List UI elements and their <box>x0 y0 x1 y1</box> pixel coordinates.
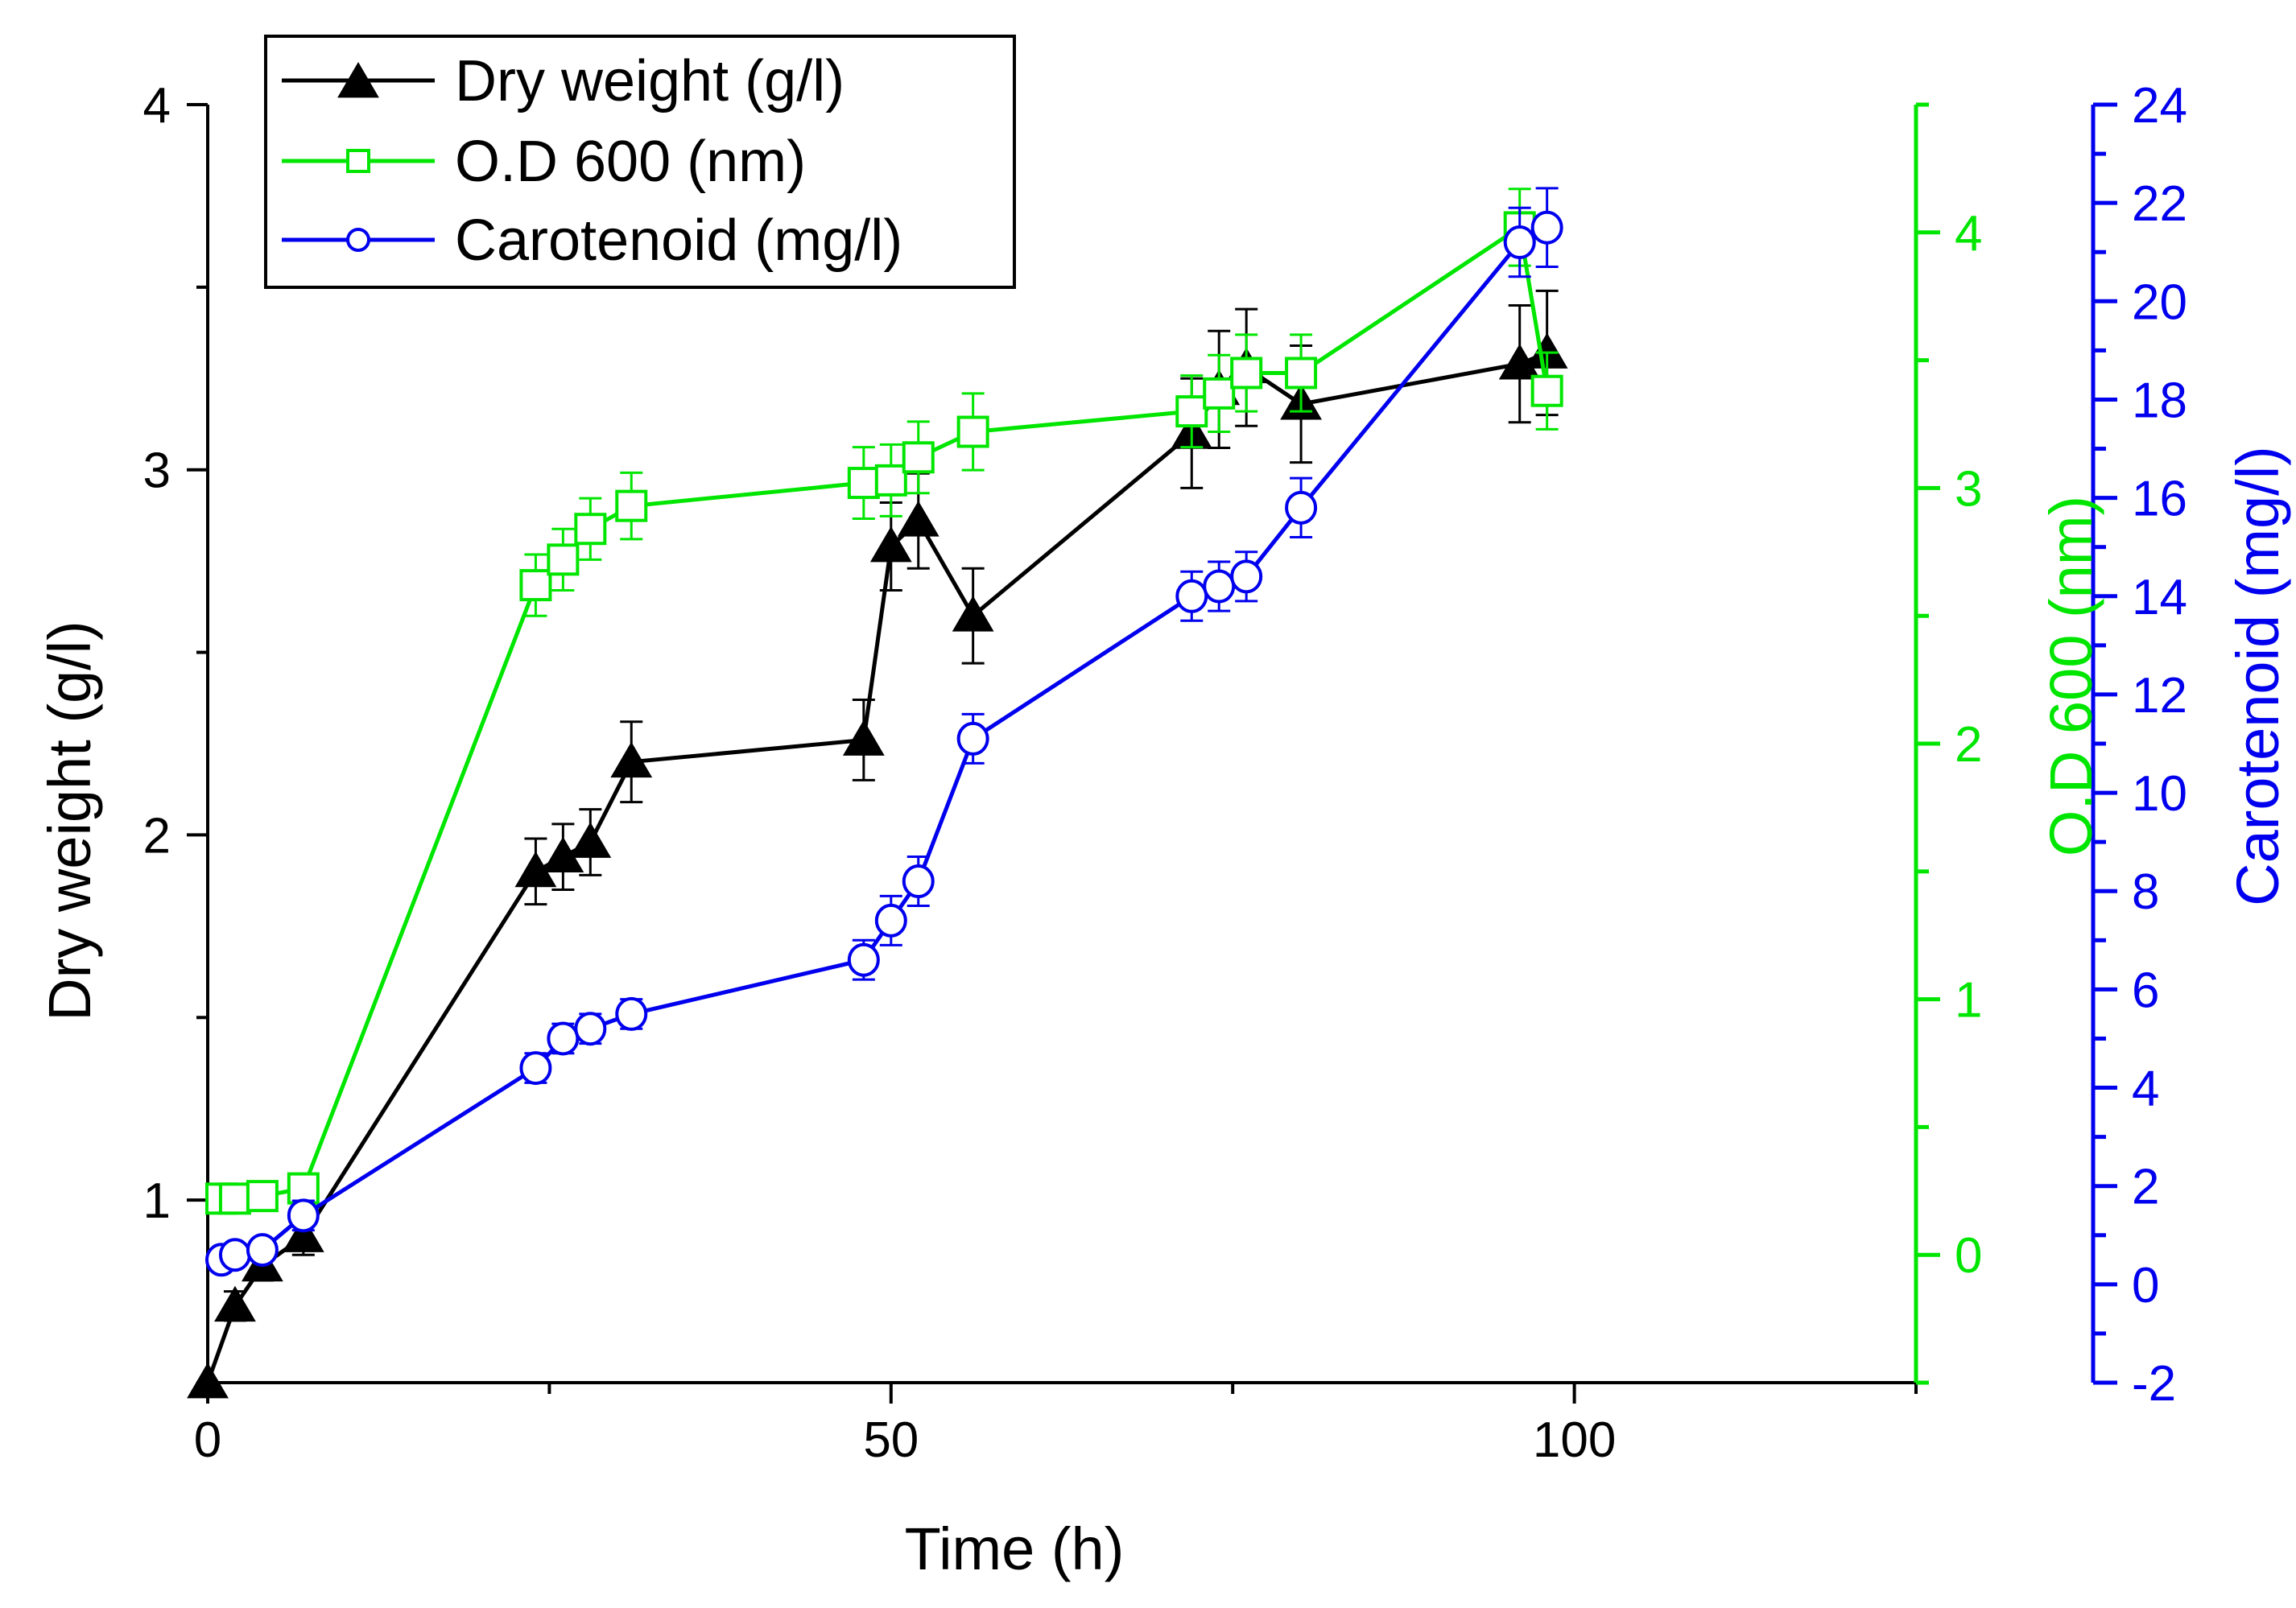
y-tick-label-carotenoid: 10 <box>2132 766 2187 822</box>
y-tick-label-carotenoid: 20 <box>2132 274 2187 330</box>
legend-marker-carotenoid <box>346 228 370 252</box>
y-tick-label-carotenoid: 16 <box>2132 472 2187 527</box>
y-tick-label-od600: 2 <box>1955 717 1982 773</box>
data-point-carotenoid <box>615 996 648 1031</box>
data-point-carotenoid <box>847 942 880 977</box>
data-point-od600 <box>574 513 607 546</box>
data-point-od600 <box>519 569 552 602</box>
x-axis-title: Time (h) <box>905 1515 1125 1582</box>
legend-label-od600: O.D 600 (nm) <box>455 130 806 194</box>
y-tick-label-carotenoid: 12 <box>2132 668 2187 724</box>
series-carotenoid <box>204 187 1563 1277</box>
data-point-dry-weight <box>214 1285 256 1322</box>
data-point-od600 <box>1175 395 1208 428</box>
data-point-carotenoid <box>902 864 935 899</box>
data-point-od600 <box>956 415 989 448</box>
y-tick-label-od600: 0 <box>1955 1228 1982 1284</box>
y-tick-label-dry-weight: 3 <box>143 443 171 499</box>
data-point-dry-weight <box>897 501 939 537</box>
y-tick-label-carotenoid: 6 <box>2132 963 2159 1018</box>
data-point-od600 <box>547 543 580 576</box>
data-point-carotenoid <box>519 1051 552 1086</box>
y-tick-label-dry-weight: 4 <box>143 78 171 134</box>
data-point-od600 <box>1203 377 1236 410</box>
y-tick-label-dry-weight: 2 <box>143 808 171 864</box>
data-point-od600 <box>1285 357 1318 390</box>
data-point-dry-weight <box>610 741 653 778</box>
legend-label-carotenoid: Carotenoid (mg/l) <box>455 208 902 273</box>
series-line-dry-weight <box>205 351 1548 1383</box>
data-point-od600 <box>287 1172 320 1205</box>
data-point-carotenoid <box>874 903 907 938</box>
series-dry-weight <box>187 289 1568 1399</box>
data-point-carotenoid <box>218 1238 251 1272</box>
data-point-dry-weight <box>187 1363 229 1399</box>
y-axis-title-dry-weight: Dry weight (g/l) <box>36 621 103 1021</box>
data-point-carotenoid <box>1203 569 1236 604</box>
data-point-carotenoid <box>246 1233 279 1268</box>
y-tick-label-carotenoid: 24 <box>2132 78 2187 134</box>
y-tick-label-od600: 4 <box>1955 206 1982 262</box>
data-point-od600 <box>218 1182 251 1215</box>
y-tick-label-carotenoid: 4 <box>2132 1062 2159 1117</box>
y-tick-label-carotenoid: 22 <box>2132 176 2187 232</box>
y-tick-label-carotenoid: -2 <box>2132 1356 2176 1412</box>
data-point-carotenoid <box>1175 579 1208 613</box>
x-tick-label: 0 <box>194 1412 221 1468</box>
legend-marker-dry-weight <box>337 62 379 98</box>
data-point-carotenoid <box>1503 225 1536 260</box>
y-tick-label-dry-weight: 1 <box>143 1173 171 1229</box>
data-point-od600 <box>874 464 907 497</box>
data-point-od600 <box>246 1180 279 1213</box>
data-point-od600 <box>1530 374 1563 407</box>
data-point-od600 <box>847 467 880 500</box>
data-point-carotenoid <box>1285 490 1318 525</box>
data-point-od600 <box>1230 357 1263 390</box>
data-point-dry-weight <box>952 596 994 632</box>
data-point-dry-weight <box>282 1216 324 1252</box>
data-point-carotenoid <box>287 1198 320 1233</box>
data-point-carotenoid <box>574 1012 607 1046</box>
data-point-od600 <box>615 489 648 522</box>
legend: Dry weight (g/l) O.D 600 (nm) Carotenoid… <box>264 35 1016 289</box>
y-tick-label-od600: 3 <box>1955 461 1982 517</box>
data-point-carotenoid <box>547 1021 580 1056</box>
series-line-carotenoid <box>221 225 1548 1262</box>
legend-marker-od600 <box>346 149 370 173</box>
y-tick-label-carotenoid: 18 <box>2132 373 2187 428</box>
data-point-dry-weight <box>842 719 885 756</box>
data-point-carotenoid <box>1230 559 1263 594</box>
series-od600 <box>204 188 1563 1215</box>
data-point-carotenoid <box>1530 210 1563 245</box>
data-point-dry-weight <box>1498 344 1541 380</box>
y-tick-label-carotenoid: 8 <box>2132 864 2159 920</box>
legend-label-dry-weight: Dry weight (g/l) <box>455 49 844 113</box>
y-axis-title-carotenoid: Carotenoid (mg/l) <box>2224 446 2291 906</box>
data-point-carotenoid <box>956 721 989 756</box>
y-tick-label-carotenoid: 0 <box>2132 1258 2159 1313</box>
y-tick-label-carotenoid: 2 <box>2132 1160 2159 1215</box>
x-tick-label: 100 <box>1533 1412 1616 1468</box>
data-point-dry-weight <box>569 822 612 858</box>
data-point-dry-weight <box>869 526 912 563</box>
data-point-od600 <box>902 441 935 474</box>
x-tick-label: 50 <box>863 1412 919 1468</box>
y-tick-label-carotenoid: 14 <box>2132 570 2187 625</box>
y-tick-label-od600: 1 <box>1955 973 1982 1029</box>
y-axis-title-od600: O.D 600 (nm) <box>2038 496 2104 856</box>
